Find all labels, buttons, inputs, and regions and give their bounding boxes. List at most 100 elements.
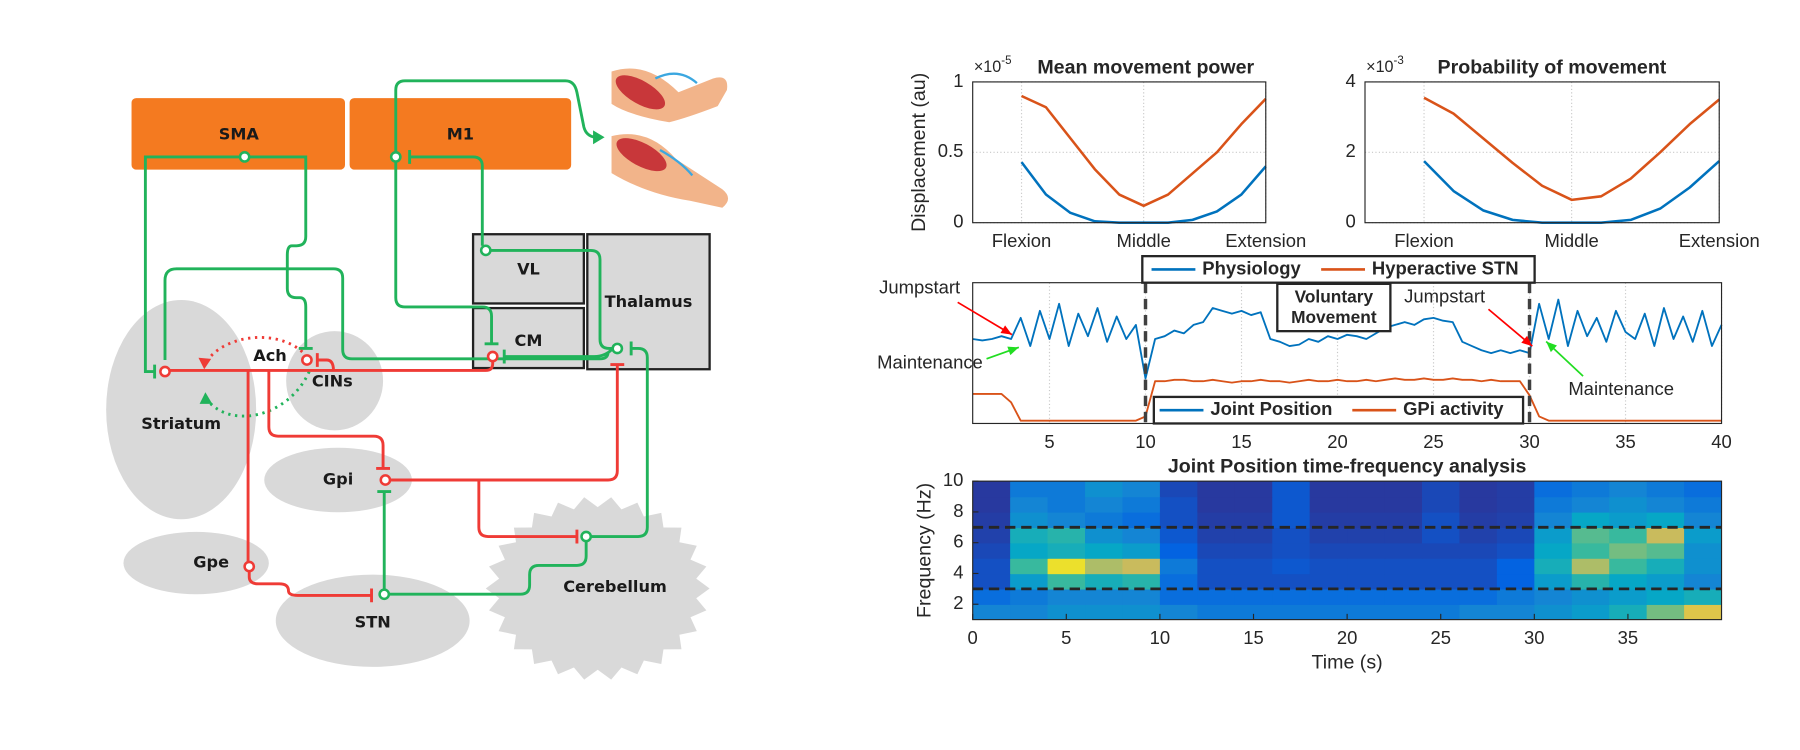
heatmap-cell — [1684, 481, 1722, 498]
heatmap-cell — [1197, 511, 1236, 528]
annotation-arrowhead — [1000, 325, 1012, 335]
node-label: CM — [515, 331, 543, 350]
heatmap-cell — [1646, 604, 1685, 620]
heatmap-cell — [1122, 542, 1161, 559]
heatmap-cell — [972, 542, 1011, 559]
heatmap-cell — [1272, 542, 1311, 559]
pathway — [244, 155, 313, 350]
x-tick-label: 20 — [1327, 431, 1348, 452]
heatmap-cell — [1684, 542, 1722, 559]
heatmap-cell — [1571, 542, 1610, 559]
heatmap-cell — [1609, 527, 1648, 544]
heatmap-cell — [1234, 604, 1273, 620]
legend-label: GPi activity — [1403, 398, 1504, 419]
legend-label: Joint Position — [1210, 398, 1332, 419]
pathway — [143, 155, 245, 379]
legend-label: Physiology — [1202, 257, 1301, 278]
heatmap-cell — [1197, 496, 1236, 513]
arrowhead — [198, 357, 212, 370]
heatmap-cell — [1010, 511, 1049, 528]
annotation-arrowhead — [1546, 341, 1557, 353]
heatmap-cell — [1272, 573, 1311, 590]
heatmap-cell — [1309, 481, 1348, 498]
synapse — [479, 244, 492, 257]
chart-title: Joint Position time-frequency analysis — [1168, 455, 1527, 477]
y-tick-label: 4 — [1346, 70, 1356, 91]
pathway — [163, 267, 610, 361]
inhibitory-pathways — [159, 336, 625, 603]
heatmap-cell — [1422, 481, 1461, 498]
heatmap-cell — [1646, 588, 1685, 605]
heatmap-cell — [1085, 588, 1124, 605]
node-label: Gpi — [323, 470, 353, 489]
x-tick-label: 35 — [1618, 627, 1639, 648]
circuit-diagram: SMA M1 VL CM Thalamus Striatum Ach CINs … — [106, 68, 729, 680]
heatmap-cell — [1347, 542, 1386, 559]
plot-frame — [1364, 81, 1720, 224]
heatmap-cell — [1347, 573, 1386, 590]
node-label: Gpe — [193, 553, 229, 572]
sma-box — [131, 98, 345, 170]
heatmap-cell — [1646, 527, 1685, 544]
heatmap-cell — [1309, 542, 1348, 559]
node-label: SMA — [219, 125, 260, 144]
heatmap-cell — [972, 604, 1011, 620]
heatmap-cell — [1459, 604, 1498, 620]
synapse — [159, 365, 171, 378]
heatmap-cell — [1010, 496, 1049, 513]
heatmap-cell — [1384, 496, 1423, 513]
x-axis-label: Time (s) — [1312, 652, 1383, 674]
annotation: Jumpstart — [1404, 286, 1485, 307]
heatmap-cell — [1422, 573, 1461, 590]
node-label: M1 — [447, 125, 474, 144]
heatmap-cell — [1609, 558, 1648, 575]
heatmap-cell — [1122, 573, 1161, 590]
heatmap-cell — [1384, 527, 1423, 544]
heatmap-cell — [1234, 481, 1273, 498]
heatmap-cell — [1646, 542, 1685, 559]
arrowhead — [593, 130, 605, 145]
heatmap-cell — [1684, 558, 1722, 575]
x-tick-label: 15 — [1231, 431, 1252, 452]
heatmap-cell — [1234, 573, 1273, 590]
pathway — [394, 79, 596, 157]
heatmap-cell — [1534, 496, 1573, 513]
legend-box — [1141, 254, 1536, 284]
heatmap-cell — [1272, 481, 1311, 498]
pathway — [315, 353, 335, 371]
heatmap-cell — [1122, 511, 1161, 528]
heatmap-cell — [972, 511, 1011, 528]
y-tick-label: 0 — [1346, 211, 1356, 232]
node-label: Striatum — [141, 414, 221, 433]
y-tick-label: 2 — [953, 592, 963, 613]
y-axis-label: Displacement (au) — [908, 73, 930, 232]
heatmap-cell — [1571, 511, 1610, 528]
y-tick-label: 0.5 — [938, 140, 964, 161]
heatmap-cell — [1684, 511, 1722, 528]
y-axis-label: Frequency (Hz) — [914, 483, 936, 618]
heatmap-cell — [1047, 496, 1086, 513]
heatmap-cell — [1309, 588, 1348, 605]
heatmap-cell — [1085, 496, 1124, 513]
heatmap-cell — [1534, 511, 1573, 528]
gpi-shape — [264, 447, 412, 513]
heatmap-cell — [1646, 511, 1685, 528]
heatmap-cell — [1010, 481, 1049, 498]
heatmap-cell — [1159, 588, 1199, 605]
heatmap-cell — [1309, 496, 1348, 513]
heatmap-cell — [1272, 588, 1311, 605]
heatmap-cell — [1047, 542, 1086, 559]
heatmap-cell — [1459, 558, 1498, 575]
heatmap-cell — [1422, 558, 1461, 575]
heatmap-cell — [1234, 558, 1273, 575]
heatmap-cell — [1122, 604, 1161, 620]
heatmap-cell — [1609, 542, 1648, 559]
heatmap-cell — [1309, 558, 1348, 575]
heatmap-cell — [1122, 558, 1161, 575]
striatum-shape — [106, 300, 257, 520]
heatmap-cell — [1347, 481, 1386, 498]
heatmap-cell — [1010, 542, 1049, 559]
heatmap-cell — [1309, 511, 1348, 528]
heatmap-cell — [1609, 511, 1648, 528]
